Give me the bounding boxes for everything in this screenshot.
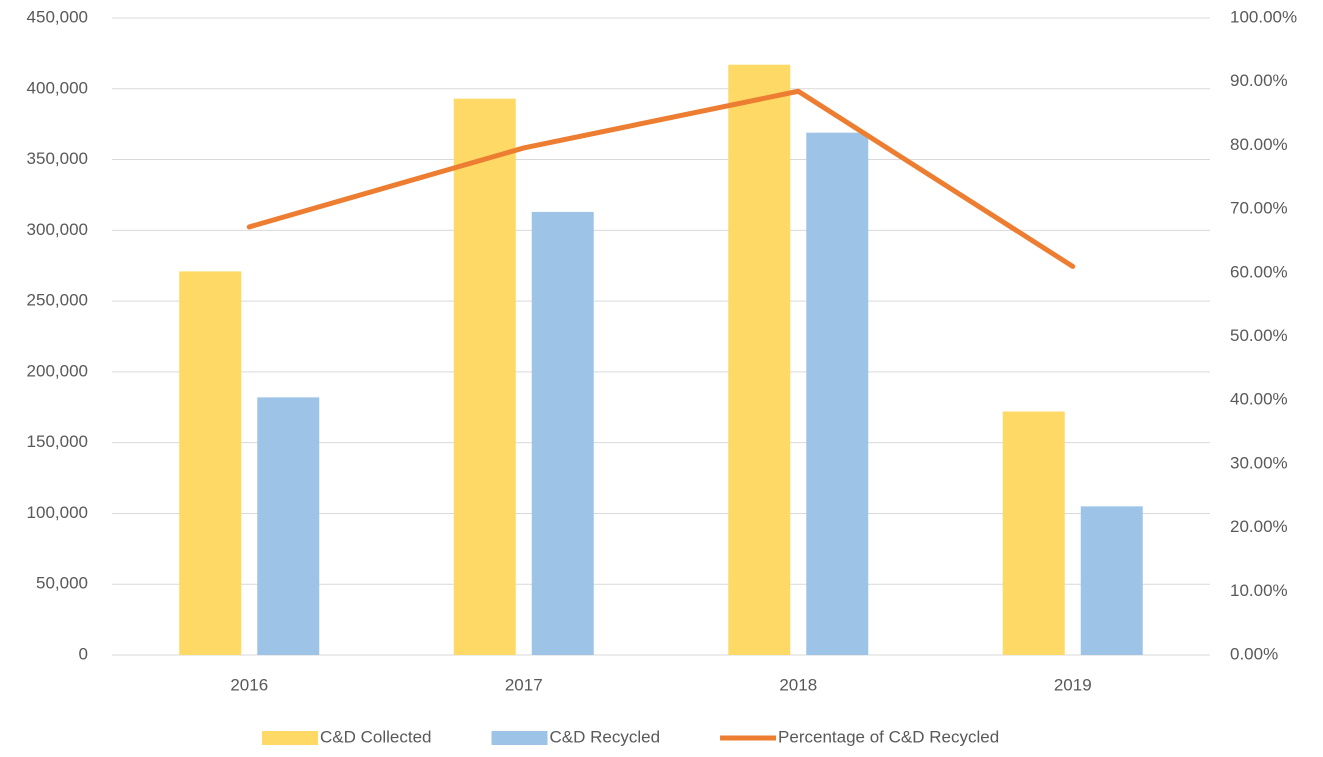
y2-tick-label: 80.00% (1230, 135, 1288, 154)
legend-swatch (262, 731, 318, 745)
y-tick-label: 200,000 (27, 361, 88, 380)
bar (531, 211, 594, 656)
x-tick-label: 2017 (505, 675, 543, 694)
y-tick-label: 250,000 (27, 291, 88, 310)
legend-label: C&D Collected (320, 727, 432, 746)
x-tick-label: 2018 (779, 675, 817, 694)
bar (257, 397, 320, 655)
x-tick-label: 2016 (230, 675, 268, 694)
y-tick-label: 0 (79, 644, 88, 663)
y-tick-label: 150,000 (27, 432, 88, 451)
y-tick-label: 300,000 (27, 220, 88, 239)
bar (1080, 506, 1143, 655)
y-tick-label: 450,000 (27, 7, 88, 26)
y2-tick-label: 20.00% (1230, 517, 1288, 536)
y-tick-label: 400,000 (27, 78, 88, 97)
legend-label: Percentage of C&D Recycled (778, 727, 999, 746)
y-tick-label: 50,000 (36, 574, 88, 593)
y2-tick-label: 30.00% (1230, 453, 1288, 472)
y2-tick-label: 70.00% (1230, 199, 1288, 218)
bar (179, 271, 242, 655)
y2-tick-label: 0.00% (1230, 644, 1278, 663)
legend-label: C&D Recycled (550, 727, 661, 746)
bar (1002, 411, 1065, 655)
y2-tick-label: 90.00% (1230, 71, 1288, 90)
bar (453, 98, 516, 656)
y-tick-label: 100,000 (27, 503, 88, 522)
line (246, 88, 1076, 269)
x-tick-label: 2019 (1054, 675, 1092, 694)
y-tick-label: 350,000 (27, 149, 88, 168)
y2-tick-label: 50.00% (1230, 326, 1288, 345)
y2-tick-label: 10.00% (1230, 581, 1288, 600)
y2-tick-label: 60.00% (1230, 262, 1288, 281)
bar (728, 64, 791, 656)
y2-tick-label: 40.00% (1230, 390, 1288, 409)
legend-swatch (491, 731, 548, 745)
bar (806, 132, 869, 655)
y2-tick-label: 100.00% (1230, 7, 1297, 26)
